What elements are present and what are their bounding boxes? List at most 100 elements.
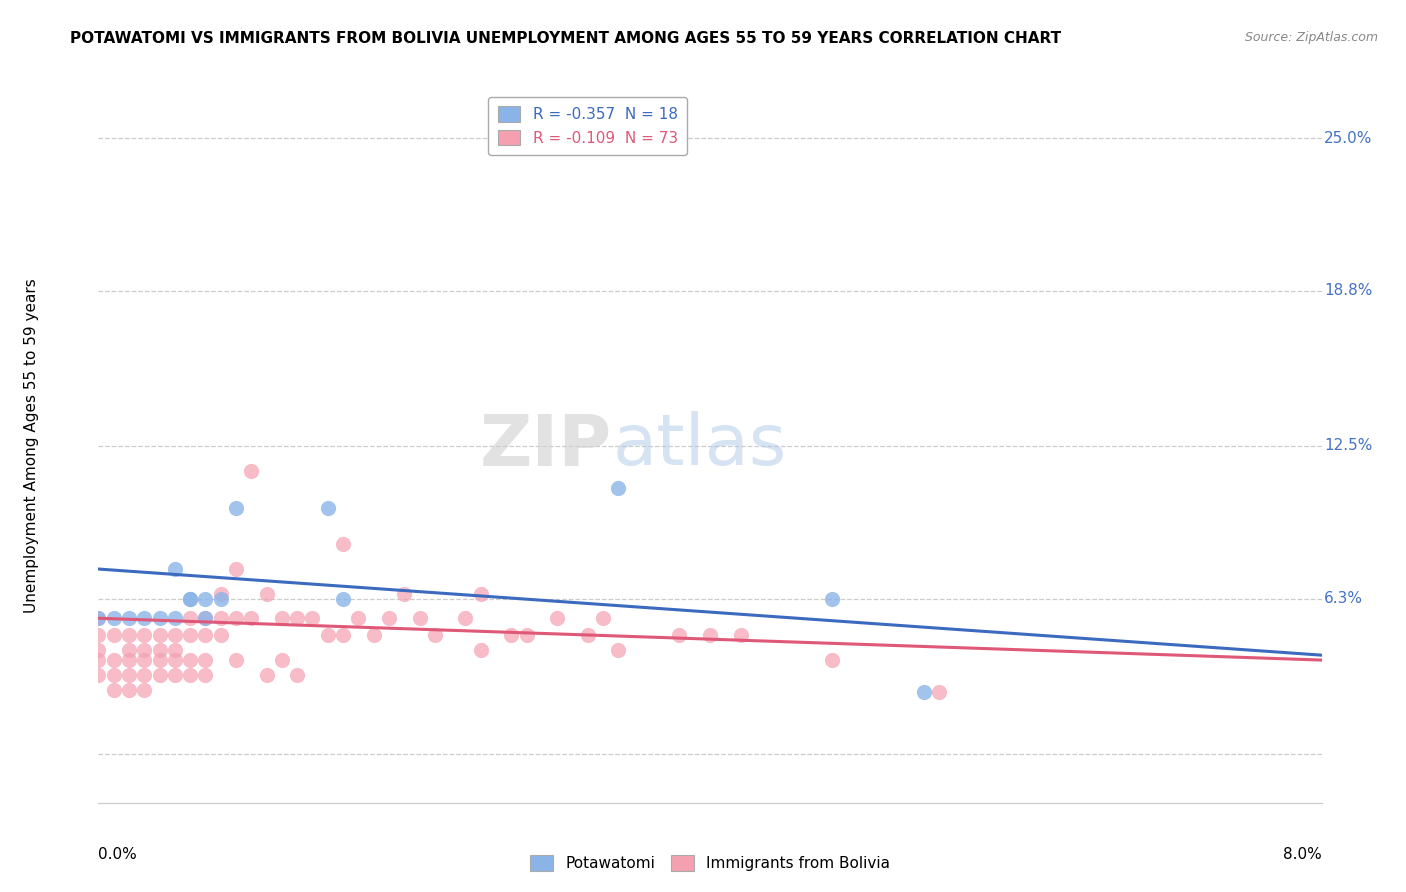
Point <box>179 591 201 606</box>
Point <box>134 611 156 625</box>
Point <box>332 628 354 642</box>
Point <box>912 685 935 699</box>
Text: Unemployment Among Ages 55 to 59 years: Unemployment Among Ages 55 to 59 years <box>24 278 38 614</box>
Point <box>103 628 125 642</box>
Point <box>103 668 125 682</box>
Point <box>316 628 339 642</box>
Point <box>423 628 446 642</box>
Point <box>607 643 630 657</box>
Point <box>392 587 416 601</box>
Point <box>240 611 263 625</box>
Point <box>149 643 172 657</box>
Text: 25.0%: 25.0% <box>1324 131 1372 146</box>
Point <box>470 587 492 601</box>
Point <box>163 643 186 657</box>
Point <box>194 591 217 606</box>
Point <box>179 628 201 642</box>
Point <box>118 611 141 625</box>
Point <box>225 562 247 576</box>
Point <box>194 611 217 625</box>
Text: 6.3%: 6.3% <box>1324 591 1362 606</box>
Point <box>134 668 156 682</box>
Text: 18.8%: 18.8% <box>1324 284 1372 299</box>
Point <box>256 668 278 682</box>
Point <box>87 653 110 667</box>
Text: 0.0%: 0.0% <box>98 847 138 862</box>
Point <box>316 500 339 515</box>
Point <box>332 537 354 551</box>
Text: 8.0%: 8.0% <box>1282 847 1322 862</box>
Point <box>699 628 721 642</box>
Point <box>118 682 141 697</box>
Point <box>270 611 294 625</box>
Point <box>149 628 172 642</box>
Point <box>730 628 752 642</box>
Point <box>179 611 201 625</box>
Point <box>225 500 247 515</box>
Point <box>363 628 385 642</box>
Point <box>103 653 125 667</box>
Point <box>378 611 401 625</box>
Point <box>592 611 614 625</box>
Point <box>134 682 156 697</box>
Point <box>149 668 172 682</box>
Point <box>87 611 110 625</box>
Point <box>240 464 263 478</box>
Point <box>546 611 568 625</box>
Point <box>501 628 523 642</box>
Point <box>225 653 247 667</box>
Point <box>668 628 690 642</box>
Point <box>87 628 110 642</box>
Point <box>454 611 477 625</box>
Point <box>134 653 156 667</box>
Legend: Potawatomi, Immigrants from Bolivia: Potawatomi, Immigrants from Bolivia <box>524 849 896 877</box>
Point <box>209 587 232 601</box>
Point <box>470 643 492 657</box>
Text: atlas: atlas <box>612 411 786 481</box>
Point <box>134 628 156 642</box>
Point <box>118 628 141 642</box>
Point <box>149 653 172 667</box>
Text: Source: ZipAtlas.com: Source: ZipAtlas.com <box>1244 31 1378 45</box>
Text: ZIP: ZIP <box>479 411 612 481</box>
Point <box>179 668 201 682</box>
Point <box>87 611 110 625</box>
Point <box>408 611 430 625</box>
Point <box>821 653 844 667</box>
Point <box>332 591 354 606</box>
Point <box>194 611 217 625</box>
Point <box>118 668 141 682</box>
Point <box>194 668 217 682</box>
Point <box>163 562 186 576</box>
Point <box>103 611 125 625</box>
Text: 12.5%: 12.5% <box>1324 439 1372 453</box>
Point <box>209 591 232 606</box>
Point <box>516 628 538 642</box>
Point <box>149 611 172 625</box>
Point <box>163 611 186 625</box>
Point <box>194 628 217 642</box>
Point <box>285 611 308 625</box>
Point <box>179 591 201 606</box>
Point <box>103 682 125 697</box>
Point <box>87 668 110 682</box>
Point <box>301 611 323 625</box>
Point <box>928 685 950 699</box>
Point <box>163 628 186 642</box>
Point <box>194 653 217 667</box>
Point <box>163 668 186 682</box>
Point <box>118 653 141 667</box>
Point <box>347 611 370 625</box>
Point <box>607 481 630 495</box>
Point <box>285 668 308 682</box>
Point <box>576 628 599 642</box>
Point <box>134 643 156 657</box>
Point <box>225 611 247 625</box>
Point <box>256 587 278 601</box>
Point <box>821 591 844 606</box>
Point <box>179 653 201 667</box>
Point <box>163 653 186 667</box>
Point <box>270 653 294 667</box>
Point <box>209 611 232 625</box>
Point <box>209 628 232 642</box>
